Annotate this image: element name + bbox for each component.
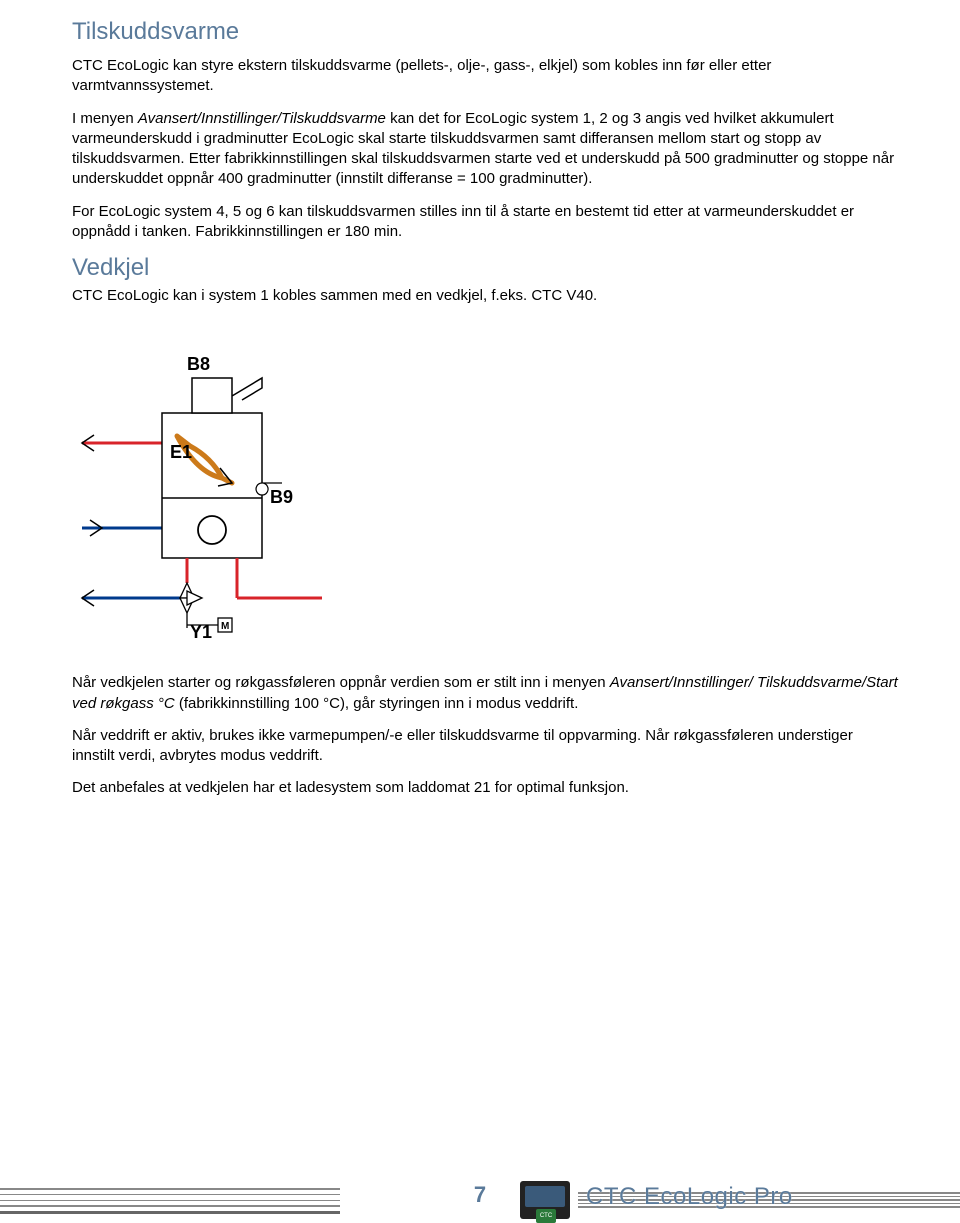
label-b8: B8 xyxy=(187,354,210,374)
heading-vedkjel: Vedkjel xyxy=(72,254,898,282)
para-s3-3: Det anbefales at vedkjelen har et ladesy… xyxy=(72,778,898,798)
text-frag: Når vedkjelen starter og røkgassføleren … xyxy=(72,674,610,691)
brand-bar: CTC EcoLogic Pro xyxy=(578,1185,960,1215)
label-e1: E1 xyxy=(170,442,192,462)
para-s1-3: For EcoLogic system 4, 5 og 6 kan tilsku… xyxy=(72,202,898,243)
brand-text: CTC EcoLogic Pro xyxy=(586,1183,793,1211)
para-s1-1: CTC EcoLogic kan styre ekstern tilskudds… xyxy=(72,56,898,97)
device-icon: CTC xyxy=(520,1181,570,1219)
device-screen-icon xyxy=(525,1186,565,1207)
para-s2-1: CTC EcoLogic kan i system 1 kobles samme… xyxy=(72,286,898,306)
heading-tilskuddsvarme: Tilskuddsvarme xyxy=(72,18,898,46)
footer-brand-block: CTC CTC EcoLogic Pro xyxy=(520,1180,960,1220)
para-s1-2: I menyen Avansert/Innstillinger/Tilskudd… xyxy=(72,109,898,190)
label-y1: Y1 xyxy=(190,622,212,642)
sensor-bulb-icon xyxy=(256,483,268,495)
label-b9: B9 xyxy=(270,487,293,507)
rule-line-thick xyxy=(0,1211,340,1214)
menu-path-1: Avansert/Innstillinger/Tilskuddsvarme xyxy=(138,110,386,127)
flue-icon xyxy=(232,378,262,400)
boiler-top-box xyxy=(192,378,232,413)
ctc-badge: CTC xyxy=(536,1209,556,1223)
para-s3-1: Når vedkjelen starter og røkgassføleren … xyxy=(72,673,898,714)
boiler-diagram: B8 E1 B9 Y1 M xyxy=(72,318,898,653)
label-m: M xyxy=(221,621,229,632)
page-footer: 7 CTC CTC EcoLogic Pro xyxy=(0,1176,960,1220)
para-s3-2: Når veddrift er aktiv, brukes ikke varme… xyxy=(72,726,898,767)
text-frag: (fabrikkinnstilling 100 °C), går styring… xyxy=(175,695,579,712)
text-frag: I menyen xyxy=(72,110,138,127)
